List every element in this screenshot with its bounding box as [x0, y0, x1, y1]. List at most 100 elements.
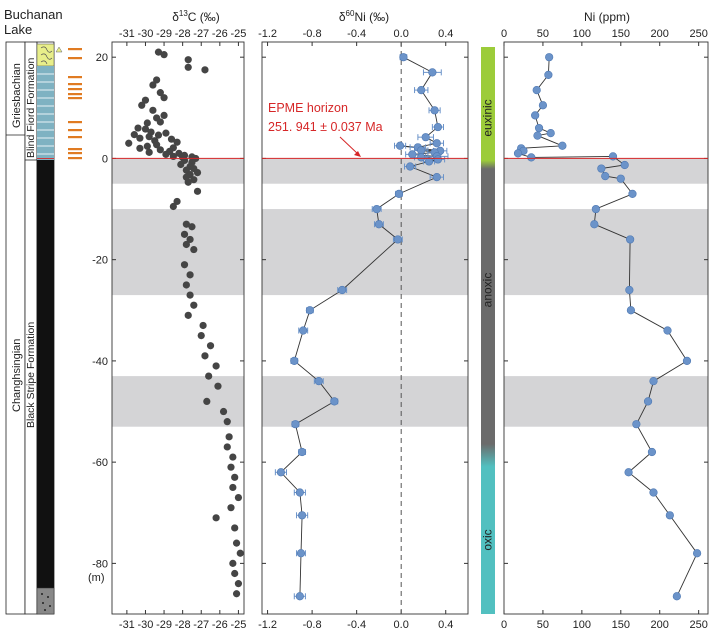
panel-frame: [261, 41, 469, 615]
data-point: [649, 488, 658, 497]
data-point: [590, 220, 599, 229]
d13c-point: [231, 473, 239, 481]
depth-tick-label: 20: [96, 52, 108, 64]
x-tick-label: -0.8: [303, 28, 322, 40]
x-tick-label: 0.4: [438, 28, 453, 40]
data-point: [544, 70, 553, 80]
d13c-point: [138, 101, 146, 109]
d13c-point: [141, 125, 150, 133]
x-tick-label: 0: [501, 619, 507, 631]
data-point: [276, 468, 286, 477]
sample-marker: [68, 157, 82, 160]
data-point: [545, 53, 554, 62]
d13c-point: [231, 524, 239, 532]
data-point: [432, 139, 441, 148]
d13c-point: [201, 352, 209, 360]
data-point: [527, 153, 536, 162]
data-point: [417, 153, 426, 162]
grey-band: [504, 376, 708, 427]
data-point: [330, 397, 339, 406]
d13c-point: [154, 48, 163, 56]
data-point: [297, 447, 307, 457]
d13c-point: [156, 118, 164, 126]
data-point: [665, 511, 674, 520]
d13c-point: [234, 580, 243, 588]
data-point: [417, 85, 426, 95]
data-point: [533, 131, 542, 140]
depth-axis: 20 0 -20 -40 -60 -80: [92, 52, 108, 570]
data-point: [399, 53, 408, 62]
depth-tick-label: 0: [102, 153, 108, 165]
d13c-point: [136, 134, 144, 142]
data-point: [297, 511, 307, 520]
x-tick-label: -0.8: [303, 619, 322, 631]
data-point: [597, 164, 606, 173]
d13c-point: [234, 493, 243, 502]
x-tick-label: -0.4: [347, 28, 366, 40]
d13c-point: [182, 281, 190, 289]
sample-marker: [68, 76, 82, 79]
sample-marker: [68, 48, 82, 51]
d13c-point: [153, 141, 161, 149]
data-point: [372, 204, 381, 214]
x-tick-label: -27: [193, 28, 209, 40]
data-point: [620, 160, 629, 170]
redox-label-oxic: oxic: [481, 529, 495, 550]
data-point: [608, 152, 618, 161]
grey-band: [112, 376, 244, 427]
x-tick-label: -31: [119, 619, 135, 631]
sample-marker: [68, 57, 82, 60]
d13c-point: [227, 463, 235, 471]
data-point: [417, 146, 426, 155]
data-point: [291, 420, 300, 429]
x-tick-label: -29: [156, 619, 172, 631]
d13c-point: [173, 197, 181, 206]
d13c-point: [125, 139, 133, 147]
depth-tick-label: -80: [92, 558, 108, 570]
depth-tick-label: -60: [92, 457, 108, 469]
d13c-point: [186, 291, 194, 299]
d13c-point: [143, 119, 151, 127]
d13c-point: [145, 148, 153, 156]
data-point: [663, 326, 672, 335]
d13c-title: δ13C (‰): [172, 9, 220, 24]
epme-arrow-icon: [354, 151, 361, 157]
data-point: [433, 122, 443, 132]
x-tick-label: 50: [537, 619, 549, 631]
x-tick-label: -0.4: [347, 619, 366, 631]
data-point: [374, 220, 384, 229]
data-point: [393, 235, 402, 244]
lithology-black-shale: [37, 160, 54, 588]
x-tick-label: -28: [175, 619, 191, 631]
ripple-icon: [40, 46, 53, 65]
d13c-point: [206, 342, 215, 350]
data-point: [626, 306, 636, 315]
d13c-point: [212, 362, 220, 370]
data-point: [682, 356, 692, 366]
d13c-point: [169, 202, 177, 211]
d60ni-title: δ60Ni (‰): [339, 9, 389, 24]
d13c-point: [160, 94, 168, 102]
d13c-point: [153, 76, 161, 84]
d13c-point: [231, 569, 239, 578]
d13c-point: [205, 372, 213, 380]
depth-tick-label: -40: [92, 356, 108, 368]
data-point: [432, 173, 441, 182]
d13c-point: [203, 397, 211, 405]
ni-panel: Ni (ppm) 0 0 50 50 100 100 150 150 200 200 250 250: [501, 10, 709, 631]
data-point: [538, 101, 548, 110]
d13c-point: [143, 142, 151, 150]
redox-label-anoxic: anoxic: [481, 273, 495, 308]
d13c-point: [223, 418, 231, 426]
data-point: [625, 285, 634, 295]
d13c-point: [219, 407, 228, 416]
x-tick-label: -30: [138, 28, 154, 40]
d13c-point: [193, 168, 202, 177]
redox-bar: euxinic anoxic oxic: [481, 47, 495, 614]
grey-band: [504, 209, 708, 296]
x-tick-label: -1.2: [258, 28, 277, 40]
redox-label-euxinic: euxinic: [481, 99, 495, 136]
data-point: [601, 172, 610, 181]
d13c-point: [149, 81, 157, 89]
